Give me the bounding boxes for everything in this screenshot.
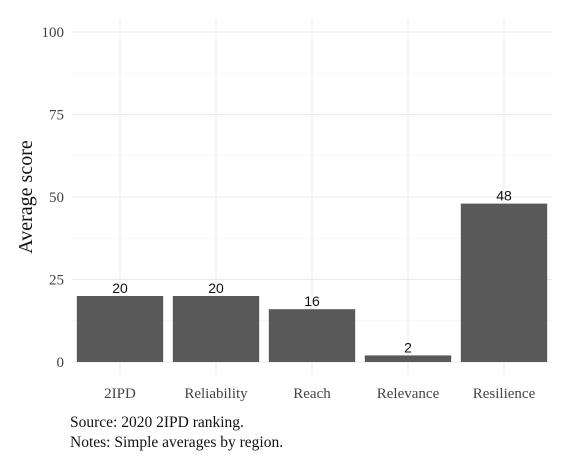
y-axis-ticks: 0 25 50 75 100 <box>42 25 65 371</box>
y-tick-label: 50 <box>49 190 64 206</box>
x-axis-ticks: 2IPD Reliability Reach Relevance Resilience <box>104 386 535 402</box>
bar <box>364 355 452 362</box>
y-tick-label: 100 <box>42 25 65 41</box>
data-label: 20 <box>208 280 224 296</box>
y-tick-label: 75 <box>49 108 64 124</box>
bar <box>460 203 548 362</box>
bar <box>76 296 164 362</box>
y-tick-label: 0 <box>57 355 65 371</box>
x-tick-label: Reliability <box>184 386 248 402</box>
data-label: 2 <box>404 339 412 355</box>
bar <box>172 296 260 362</box>
bar <box>268 309 356 362</box>
source-note: Source: 2020 2IPD ranking. <box>70 414 244 431</box>
y-axis-title: Average score <box>15 140 37 254</box>
notes-note: Notes: Simple averages by region. <box>70 434 284 451</box>
data-label: 48 <box>496 188 512 204</box>
data-label: 20 <box>112 280 128 296</box>
bars <box>76 203 548 362</box>
x-tick-label: Reach <box>293 386 331 402</box>
x-tick-label: Resilience <box>473 386 536 402</box>
data-labels: 20 20 16 2 48 <box>112 188 512 356</box>
x-tick-label: Relevance <box>377 386 440 402</box>
x-tick-label: 2IPD <box>104 386 136 402</box>
y-tick-label: 25 <box>49 273 64 289</box>
data-label: 16 <box>304 293 320 309</box>
